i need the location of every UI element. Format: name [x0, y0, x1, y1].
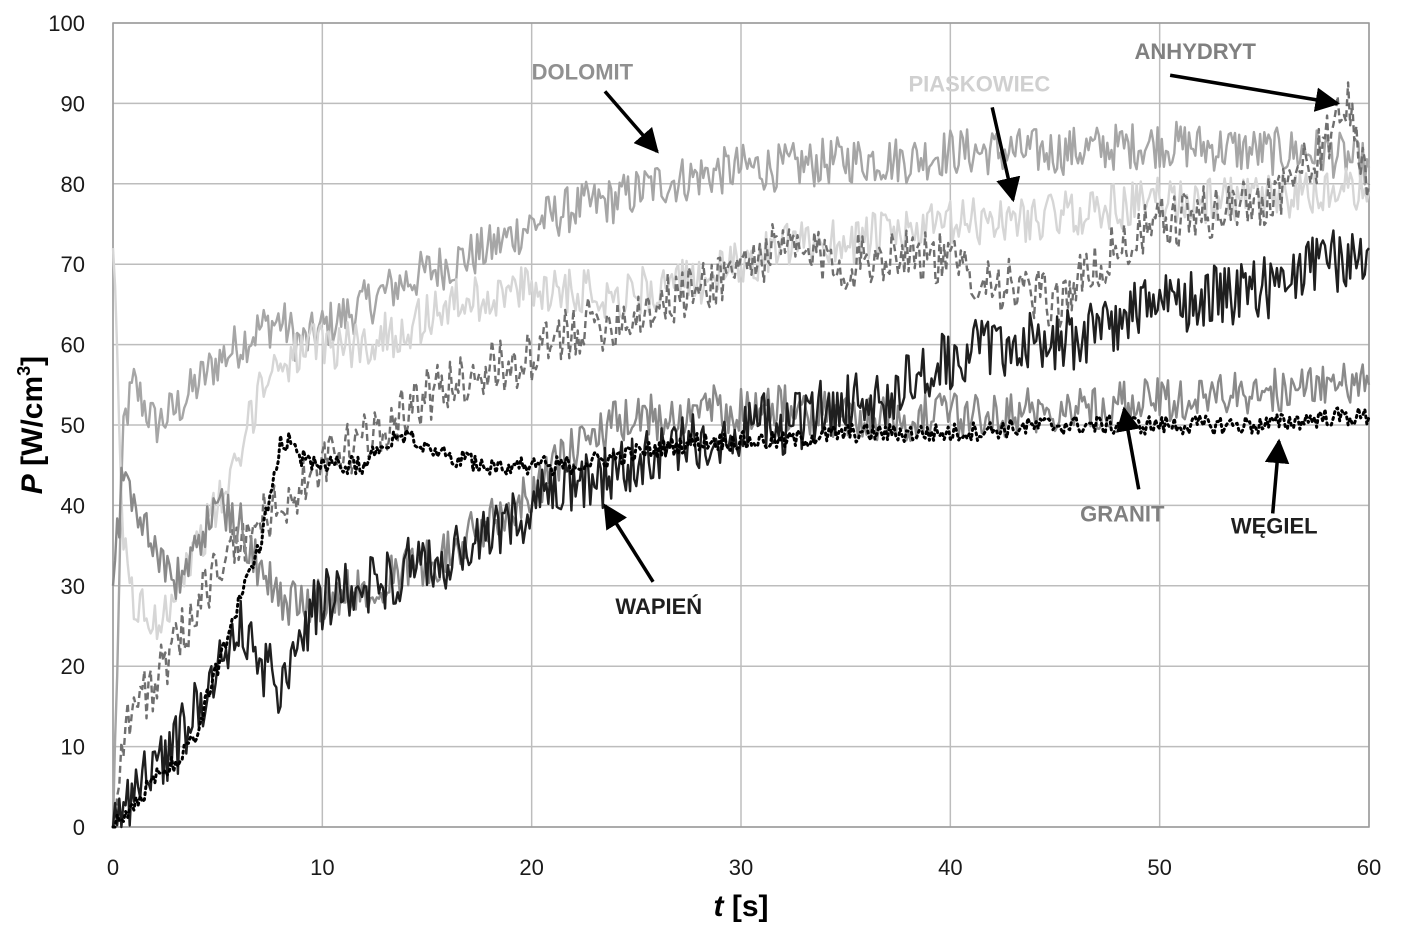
x-tick-label: 60	[1357, 855, 1381, 880]
annotations: DOLOMIT PIASKOWIEC ANHYDRYT GRANIT WĘGIEL WAP…	[532, 39, 1341, 619]
y-tick-label: 30	[61, 574, 85, 599]
x-axis-label: t [s]	[714, 890, 769, 923]
y-tick-label: 100	[48, 11, 85, 36]
series-line	[111, 406, 1371, 829]
y-tick-label: 50	[61, 413, 85, 438]
annotation-arrow	[990, 107, 1021, 203]
y-tick-label: 40	[61, 493, 85, 518]
y-tick-label: 20	[61, 654, 85, 679]
y-tick-label: 0	[73, 815, 85, 840]
annotation-arrow	[1169, 73, 1341, 112]
annotation-label: ANHYDRYT	[1135, 39, 1257, 64]
y-axis-label: P [W/cm3]	[14, 356, 49, 494]
x-tick-label: 50	[1147, 855, 1171, 880]
tick-labels: 0 10 20 30 40 50 60 70 80 90 100 0 10 20 30 40 50 60	[48, 11, 1381, 880]
series-line	[111, 120, 1371, 828]
x-tick-label: 0	[107, 855, 119, 880]
y-tick-label: 60	[61, 333, 85, 358]
x-tick-label: 40	[938, 855, 962, 880]
annotation-label: WAPIEŃ	[615, 594, 702, 619]
x-tick-label: 20	[519, 855, 543, 880]
annotation-label: DOLOMIT	[532, 59, 634, 84]
grid	[112, 22, 1370, 828]
x-tick-label: 10	[310, 855, 334, 880]
series-group	[111, 81, 1371, 829]
annotation-arrow	[603, 503, 655, 583]
plot-frame	[112, 22, 1370, 828]
series-line	[111, 81, 1371, 828]
annotation-arrow	[603, 90, 659, 154]
y-tick-label: 80	[61, 172, 85, 197]
annotation-label: GRANIT	[1080, 501, 1165, 526]
x-tick-label: 30	[729, 855, 753, 880]
y-tick-label: 70	[61, 252, 85, 277]
annotation-arrow	[1264, 438, 1290, 514]
y-tick-label: 90	[61, 91, 85, 116]
annotation-label: PIASKOWIEC	[908, 71, 1050, 96]
annotation-arrow	[1115, 406, 1141, 490]
annotation-label: WĘGIEL	[1231, 514, 1318, 539]
series-line	[111, 167, 1371, 641]
y-tick-label: 10	[61, 735, 85, 760]
